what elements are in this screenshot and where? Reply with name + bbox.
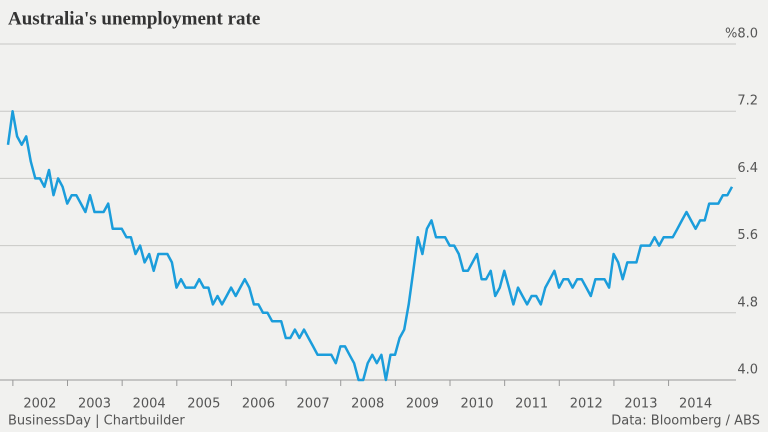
x-tick-label: 2009 <box>406 397 439 412</box>
y-tick-label: 5.6 <box>737 228 758 243</box>
x-tick-label: 2013 <box>624 397 657 412</box>
chart-title: Australia's unemployment rate <box>8 8 260 29</box>
y-tick-label: 6.4 <box>737 161 758 176</box>
credit: BusinessDay | Chartbuilder <box>8 414 185 429</box>
x-tick-label: 2003 <box>78 397 111 412</box>
x-tick-label: 2006 <box>242 397 275 412</box>
source: Data: Bloomberg / ABS <box>611 414 760 429</box>
x-tick-label: 2005 <box>187 397 220 412</box>
x-tick-label: 2012 <box>570 397 603 412</box>
x-tick-label: 2007 <box>297 397 330 412</box>
line <box>6 109 734 382</box>
y-tick-label: 4.8 <box>737 295 758 310</box>
x-tick-label: 2010 <box>460 397 493 412</box>
x-tick-label: 2014 <box>679 397 712 412</box>
y-tick-label: %8.0 <box>725 27 758 42</box>
y-tick-label: 7.2 <box>737 94 758 109</box>
x-tick-label: 2004 <box>133 397 166 412</box>
y-tick-label: 4.0 <box>737 363 758 378</box>
x-tick-label: 2008 <box>351 397 384 412</box>
x-tick-label: 2011 <box>515 397 548 412</box>
x-tick-label: 2002 <box>23 397 56 412</box>
